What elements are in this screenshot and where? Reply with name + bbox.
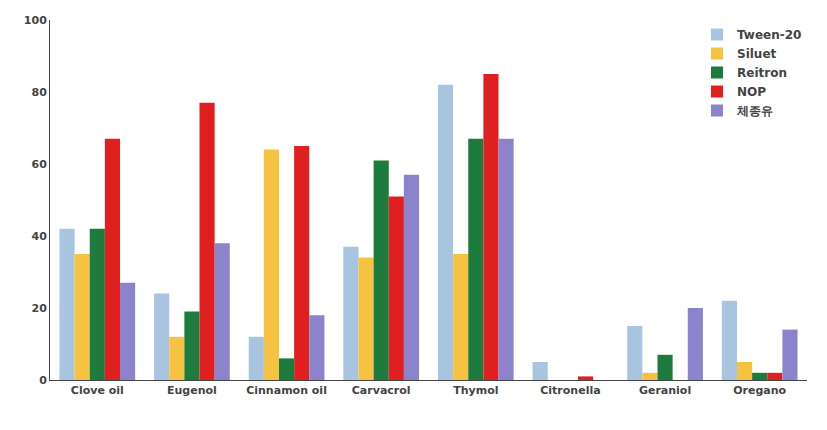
svg-text:Reitron: Reitron	[737, 66, 787, 80]
svg-text:Eugenol: Eugenol	[167, 384, 217, 397]
svg-text:Carvacrol: Carvacrol	[352, 384, 411, 397]
svg-text:Geraniol: Geraniol	[639, 384, 691, 397]
svg-text:Citronella: Citronella	[540, 384, 600, 397]
svg-text:체종유: 체종유	[736, 104, 773, 118]
svg-text:80: 80	[31, 86, 47, 99]
svg-text:40: 40	[31, 230, 47, 243]
svg-text:60: 60	[31, 158, 47, 171]
svg-text:Clove oil: Clove oil	[71, 384, 124, 397]
svg-text:100: 100	[24, 14, 47, 27]
svg-text:Oregano: Oregano	[733, 384, 786, 397]
svg-text:0: 0	[39, 374, 47, 387]
svg-text:Siluet: Siluet	[737, 47, 777, 61]
svg-text:NOP: NOP	[737, 85, 766, 99]
svg-text:Tween-20: Tween-20	[737, 28, 801, 42]
svg-text:Thymol: Thymol	[453, 384, 498, 397]
svg-text:Cinnamon oil: Cinnamon oil	[246, 384, 327, 397]
svg-text:20: 20	[31, 302, 47, 315]
